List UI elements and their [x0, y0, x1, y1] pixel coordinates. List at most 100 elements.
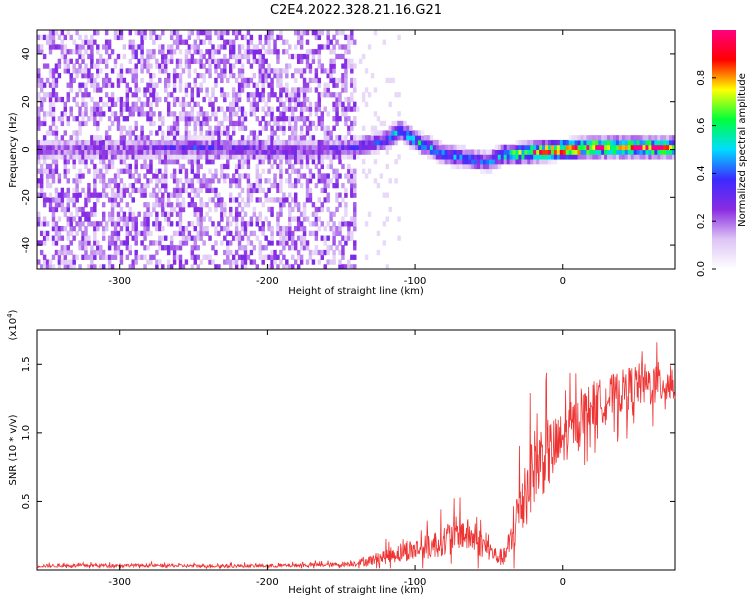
heatmap-cell: [164, 58, 168, 64]
colorbar: 0.00.20.40.60.8 Normalized spectral ampl…: [696, 30, 748, 277]
heatmap-cell: [521, 159, 525, 165]
heatmap-cell: [208, 135, 212, 141]
heatmap-cell: [146, 230, 150, 237]
heatmap-cell: [196, 116, 200, 122]
heatmap-cell: [533, 139, 537, 146]
heatmap-cell: [193, 240, 197, 246]
heatmap-cell: [226, 125, 230, 131]
heatmap-cell: [326, 34, 330, 41]
heatmap-cell: [231, 216, 236, 222]
heatmap-cell: [291, 111, 295, 117]
heatmap-cell: [158, 44, 162, 50]
heatmap-cell: [54, 154, 59, 160]
heatmap-cell: [125, 240, 130, 246]
heatmap-cell: [228, 264, 233, 270]
heatmap-cell: [234, 120, 239, 127]
heatmap-cell: [125, 82, 130, 88]
heatmap-cell: [72, 259, 76, 265]
heatmap-cell: [562, 149, 567, 155]
heatmap-cell: [347, 96, 351, 103]
heatmap-cell: [228, 63, 233, 69]
heatmap-cell: [267, 240, 271, 246]
heatmap-cell: [612, 139, 617, 146]
heatmap-cell: [299, 125, 304, 131]
heatmap-cell: [214, 187, 218, 194]
heatmap-cell: [293, 240, 298, 246]
heatmap-cell: [258, 178, 262, 184]
heatmap-cell: [494, 154, 499, 160]
heatmap-cell: [418, 149, 422, 155]
heatmap-cell: [196, 135, 200, 141]
heatmap-cell: [276, 58, 280, 64]
heatmap-cell: [223, 30, 227, 36]
heatmap-cell: [208, 154, 212, 160]
heatmap-cell: [344, 264, 348, 270]
heatmap-cell: [90, 34, 94, 41]
heatmap-cell: [125, 139, 130, 146]
heatmap-cell: [270, 240, 274, 246]
heatmap-cell: [116, 53, 121, 60]
heatmap-cell: [252, 44, 257, 50]
heatmap-cell: [344, 120, 348, 127]
heatmap-cell: [373, 159, 378, 165]
heatmap-cell: [93, 116, 97, 122]
heatmap-cell: [326, 73, 330, 79]
heatmap-cell: [261, 254, 265, 260]
heatmap-cell: [66, 264, 70, 270]
heatmap-cell: [480, 168, 484, 174]
heatmap-cell: [93, 173, 97, 179]
heatmap-cell: [583, 139, 587, 146]
heatmap-cell: [110, 254, 115, 260]
heatmap-cell: [291, 206, 295, 213]
heatmap-cell: [610, 144, 614, 150]
heatmap-cell: [302, 245, 307, 251]
heatmap-cell: [246, 44, 251, 50]
heatmap-cell: [93, 87, 97, 93]
heatmap-cell: [450, 154, 454, 160]
heatmap-cell: [104, 149, 109, 155]
heatmap-cell: [288, 139, 292, 146]
heatmap-cell: [178, 116, 183, 122]
heatmap-cell: [66, 230, 70, 237]
heatmap-cell: [353, 221, 357, 227]
heatmap-cell: [223, 139, 227, 146]
heatmap-cell: [96, 82, 100, 88]
heatmap-cell: [104, 73, 109, 79]
heatmap-cell: [228, 73, 233, 79]
heatmap-cell: [302, 139, 307, 146]
heatmap-cell: [137, 106, 141, 112]
heatmap-cell: [87, 197, 91, 203]
heatmap-cell: [293, 168, 298, 174]
heatmap-cell: [220, 168, 224, 174]
heatmap-cell: [131, 144, 135, 150]
heatmap-cell: [559, 149, 564, 155]
heatmap-cell: [110, 206, 115, 213]
heatmap-cell: [412, 144, 416, 150]
snr-panel: -300 -200 -100 0 0.51.01.5 Height of straig…: [6, 309, 676, 596]
heatmap-cell: [240, 63, 245, 69]
heatmap-cell: [211, 221, 215, 227]
heatmap-cell: [326, 182, 330, 189]
heatmap-cell: [237, 120, 242, 127]
heatmap-cell: [128, 130, 133, 136]
heatmap-cell: [226, 144, 230, 150]
heatmap-cell: [258, 96, 262, 103]
heatmap-cell: [184, 240, 189, 246]
heatmap-cell: [361, 92, 366, 98]
heatmap-cell: [240, 245, 245, 251]
heatmap-cell: [326, 235, 330, 241]
heatmap-cell: [45, 259, 50, 265]
heatmap-cell: [282, 101, 286, 107]
heatmap-cell: [45, 130, 50, 136]
heatmap-cell: [385, 139, 389, 146]
heatmap-cell: [155, 149, 159, 155]
heatmap-cell: [84, 92, 88, 98]
heatmap-cell: [137, 187, 141, 194]
heatmap-cell: [78, 111, 82, 117]
colorbar-tick-label: 0.8: [696, 70, 707, 86]
heatmap-cell: [320, 154, 325, 160]
heatmap-cell: [299, 144, 304, 150]
heatmap-cell: [317, 49, 322, 55]
heatmap-cell: [134, 230, 138, 237]
heatmap-cell: [140, 139, 144, 146]
